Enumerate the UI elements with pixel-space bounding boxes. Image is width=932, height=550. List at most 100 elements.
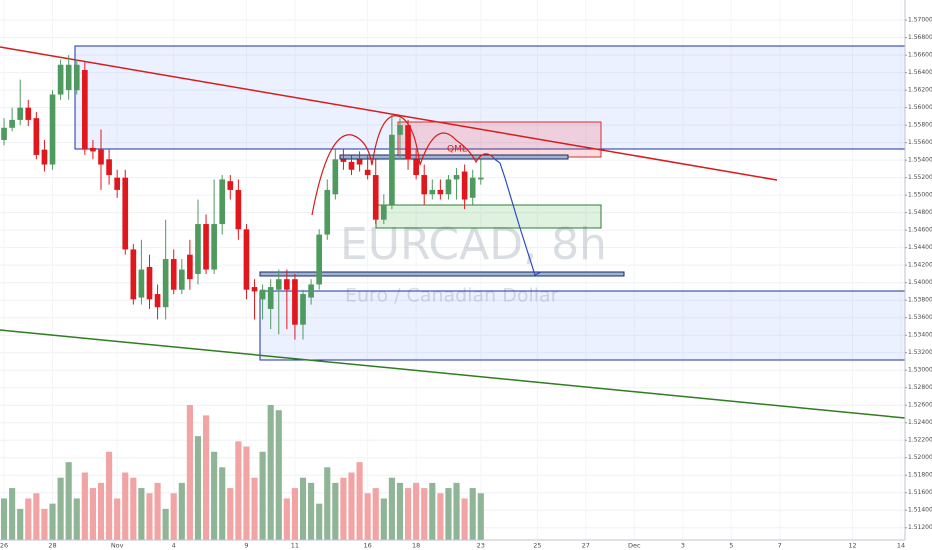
volume-bar [146,493,153,540]
zone [259,290,906,361]
candle-body [413,159,419,176]
candle-body [122,177,129,250]
volume-bar [49,503,56,540]
volume-bar [235,441,242,540]
volume-bar [219,467,226,540]
volume-bar [275,410,282,540]
volume-bar [348,472,355,540]
y-tick-label: 1.53400 [908,332,932,339]
x-tick-label: 12 [848,542,856,550]
candle-body [372,175,379,220]
candle-body [275,279,282,290]
volume-bar [453,482,460,540]
x-tick-label: 26 [0,542,8,550]
candle-body [170,259,177,290]
volume-bar [283,498,290,540]
x-tick-label: Dec [628,542,641,550]
y-tick-label: 1.55200 [908,174,932,181]
y-tick-label: 1.51600 [908,489,932,496]
volume-bar [445,488,452,540]
projection [492,157,542,276]
volume-bar [97,482,105,540]
y-tick-label: 1.56600 [908,52,932,59]
volume-bar [122,472,129,540]
grid-layer [0,0,905,540]
volume-bar [243,446,250,540]
candle-body [324,189,331,235]
candle-body [421,175,428,195]
candle-body [332,159,339,195]
volume-bar [356,462,363,540]
candle-body [308,284,314,298]
x-tick-label: 14 [897,542,905,550]
candle-body [243,229,250,290]
y-tick-label: 1.56400 [908,69,932,76]
y-tick-label: 1.52800 [908,384,932,391]
candle-body [389,134,395,205]
volume-bar [154,482,161,540]
x-tick-label: 27 [582,542,590,550]
candle-body [316,234,323,285]
candle-body [98,149,104,165]
y-tick-label: 1.54600 [908,227,932,234]
candle-body [90,147,96,152]
y-tick-label: 1.54400 [908,244,932,251]
candle-body [235,189,242,230]
candle-body [364,169,371,176]
volume-bar [194,436,202,540]
volume-bar [114,498,121,540]
volume-bar [388,477,395,540]
y-tick-label: 1.53000 [908,367,932,374]
y-tick-label: 1.55000 [908,192,932,199]
y-tick-label: 1.57000 [908,17,932,24]
volume-bar [477,493,484,540]
volume-bar [413,482,420,540]
x-tick-label: 7 [778,542,782,550]
axis-labels: 1.51200 1.51400 1.51600 1.51800 1.52000 1.522… [0,17,932,550]
drawings: QML [0,45,906,419]
volume-bar [340,477,347,540]
volume-bar [429,482,436,540]
candle-layer [1,55,484,340]
candle-body [211,224,217,270]
volume-bar [17,508,24,540]
time-axis [0,540,932,550]
volume-bar [186,405,193,540]
annotation: QML [447,145,467,155]
x-tick-label: 3 [681,542,685,550]
volume-bar [267,405,274,540]
candle-body [469,177,476,198]
y-tick-label: 1.55600 [908,139,932,146]
zone [74,45,906,150]
candle-body [397,125,403,135]
y-tick-label: 1.55800 [908,122,932,129]
volume-bar [73,498,80,540]
y-tick-label: 1.54000 [908,279,932,286]
y-tick-label: 1.51400 [908,507,932,514]
volume-bar [404,488,412,540]
trendline [0,329,906,419]
watermark-subtitle: Euro / Canadian Dollar [345,285,559,307]
candle-body [73,64,80,91]
zone [375,204,602,229]
volume-bar [25,498,32,540]
candle-body [348,161,355,170]
candle-body [9,119,15,128]
y-tick-label: 1.52400 [908,419,932,426]
volume-bar [211,451,218,540]
candle-body [162,259,169,308]
candle-body [445,179,452,195]
volume-bar [461,498,468,540]
y-tick-label: 1.52200 [908,437,932,444]
candle-body [300,294,306,325]
candle-body [138,269,145,298]
candle-body [146,266,153,300]
x-tick-label: 4 [172,542,176,550]
volume-bar [41,508,48,540]
y-tick-label: 1.54200 [908,262,932,269]
volume-bar [227,488,234,540]
level [339,154,569,160]
candle-body [461,171,468,200]
